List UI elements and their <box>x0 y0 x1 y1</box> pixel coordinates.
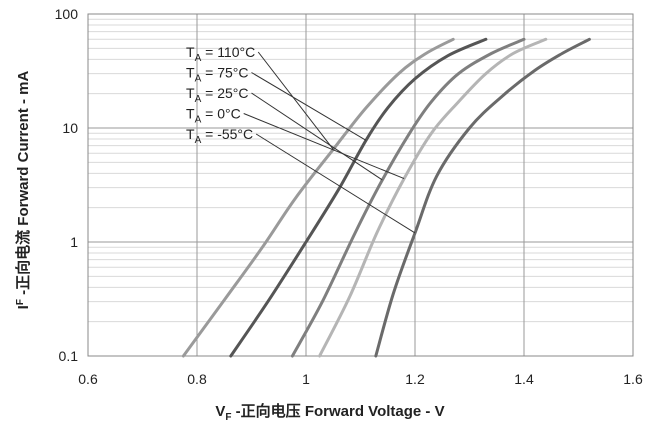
x-tick-label: 1.6 <box>623 371 643 387</box>
legend: TA = 110°CTA = 75°CTA = 25°CTA = 0°CTA =… <box>186 44 255 146</box>
legend-leader-line <box>243 113 405 180</box>
legend-leader-line <box>257 51 334 150</box>
y-tick-label: 0.1 <box>59 348 79 364</box>
plot-frame <box>87 13 634 357</box>
y-axis-title: IF -正向电流 Forward Current - mA <box>14 71 32 310</box>
series-line <box>290 37 526 358</box>
y-tick-label: 1 <box>70 234 78 250</box>
x-axis-title: VF -正向电压 Forward Voltage - V <box>215 402 444 423</box>
series-line <box>318 37 548 358</box>
legend-label: TA = 110°C <box>186 44 255 64</box>
legend-leader-line <box>255 133 416 234</box>
x-tick-label: 0.8 <box>187 371 207 387</box>
x-tick-label: 0.6 <box>78 371 98 387</box>
y-tick-label: 10 <box>62 120 78 136</box>
x-tick-label: 1.2 <box>405 371 425 387</box>
y-tick-label: 100 <box>55 6 79 22</box>
series-line <box>374 37 591 358</box>
series-line <box>229 37 488 358</box>
y-tick-labels: 0.1 1 10 100 <box>55 6 79 364</box>
series-lines <box>181 37 591 358</box>
legend-leader-lines <box>243 51 416 234</box>
legend-leader-line <box>251 92 383 181</box>
legend-label: TA = -55°C <box>186 126 253 146</box>
legend-label: TA = 0°C <box>186 106 241 126</box>
legend-leader-line <box>251 72 367 141</box>
x-tick-label: 1 <box>302 371 310 387</box>
legend-label: TA = 75°C <box>186 65 248 85</box>
x-tick-labels: 0.6 0.8 1 1.2 1.4 1.6 <box>78 371 643 387</box>
x-tick-label: 1.4 <box>514 371 534 387</box>
legend-label: TA = 25°C <box>186 85 248 105</box>
